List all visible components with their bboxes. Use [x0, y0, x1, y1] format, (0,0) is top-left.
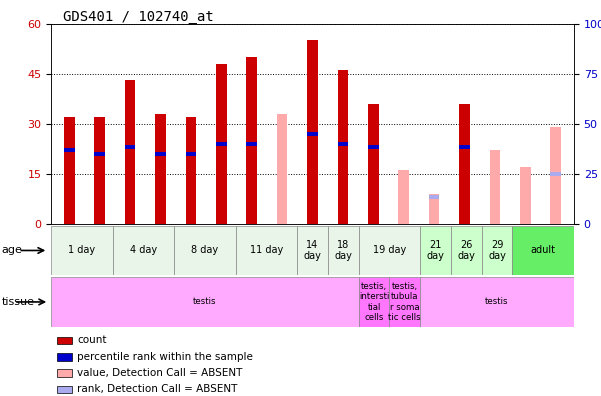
Bar	[64, 117, 75, 224]
Bar	[307, 40, 318, 224]
Bar	[429, 194, 439, 224]
Bar	[125, 80, 135, 224]
Bar	[513, 226, 574, 275]
Text: tissue: tissue	[2, 297, 35, 307]
Bar	[57, 386, 72, 393]
Text: 29
day: 29 day	[488, 240, 506, 261]
Text: 19 day: 19 day	[373, 246, 406, 255]
Bar	[94, 152, 105, 156]
Text: value, Detection Call = ABSENT: value, Detection Call = ABSENT	[77, 368, 242, 378]
Bar	[246, 57, 257, 224]
Bar	[125, 145, 135, 149]
Bar	[64, 148, 75, 152]
Text: 18
day: 18 day	[334, 240, 352, 261]
Bar	[551, 172, 561, 176]
Bar	[112, 226, 174, 275]
Bar	[155, 114, 166, 224]
Bar	[307, 132, 318, 136]
Bar	[481, 226, 513, 275]
Text: 21
day: 21 day	[427, 240, 445, 261]
Bar	[57, 369, 72, 377]
Text: age: age	[2, 246, 23, 255]
Bar	[246, 142, 257, 146]
Bar	[490, 150, 500, 224]
Bar	[338, 142, 348, 146]
Bar	[277, 114, 287, 224]
Bar	[57, 337, 72, 345]
Text: GDS401 / 102740_at: GDS401 / 102740_at	[63, 10, 214, 24]
Bar	[186, 117, 197, 224]
Bar	[359, 226, 420, 275]
Bar	[216, 64, 227, 224]
Bar	[236, 226, 297, 275]
Bar	[155, 152, 166, 156]
Bar	[459, 104, 470, 224]
Bar	[94, 117, 105, 224]
Text: testis,
tubula
r soma
tic cells: testis, tubula r soma tic cells	[388, 282, 421, 322]
Text: testis: testis	[193, 297, 216, 307]
Text: adult: adult	[531, 246, 556, 255]
Bar	[520, 167, 531, 224]
Bar	[359, 277, 389, 327]
Bar	[389, 277, 420, 327]
Bar	[297, 226, 328, 275]
Bar	[420, 277, 574, 327]
Bar	[551, 127, 561, 224]
Bar	[216, 142, 227, 146]
Text: testis,
intersti
tial
cells: testis, intersti tial cells	[359, 282, 389, 322]
Text: percentile rank within the sample: percentile rank within the sample	[77, 352, 253, 362]
Bar	[451, 226, 481, 275]
Bar	[338, 70, 348, 224]
Text: rank, Detection Call = ABSENT: rank, Detection Call = ABSENT	[77, 385, 237, 394]
Bar	[328, 226, 359, 275]
Text: 11 day: 11 day	[250, 246, 283, 255]
Bar	[368, 104, 379, 224]
Bar	[186, 152, 197, 156]
Bar	[51, 277, 359, 327]
Bar	[174, 226, 236, 275]
Text: 26
day: 26 day	[457, 240, 475, 261]
Text: 8 day: 8 day	[191, 246, 218, 255]
Bar	[420, 226, 451, 275]
Bar	[459, 145, 470, 149]
Text: count: count	[77, 335, 106, 345]
Bar	[398, 170, 409, 224]
Text: testis: testis	[486, 297, 509, 307]
Text: 1 day: 1 day	[69, 246, 96, 255]
Bar	[51, 226, 112, 275]
Bar	[429, 195, 439, 199]
Text: 4 day: 4 day	[130, 246, 157, 255]
Bar	[57, 353, 72, 361]
Text: 14
day: 14 day	[304, 240, 322, 261]
Bar	[368, 145, 379, 149]
